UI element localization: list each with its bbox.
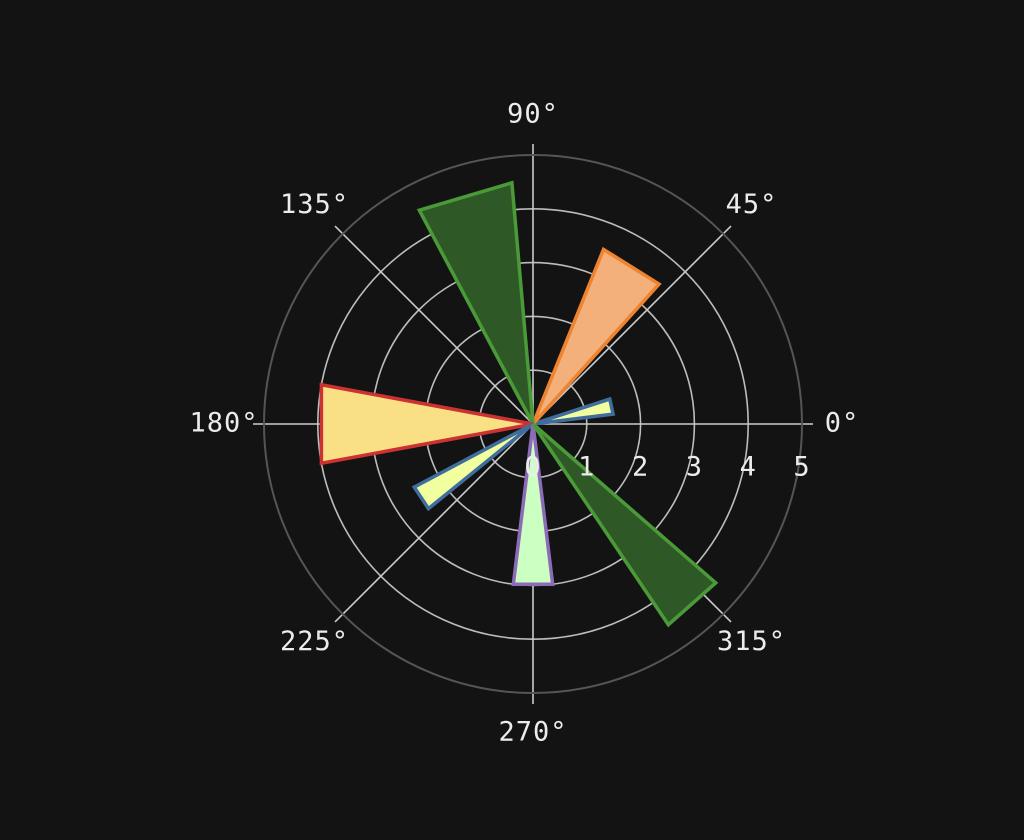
outer-ring — [263, 154, 803, 694]
bar-2 — [416, 180, 535, 425]
angle-tick-labels: 0° 45° 90° 135° 180° 225° 270° 315° — [189, 99, 860, 748]
bar-4 — [411, 422, 535, 512]
spoke-135 — [334, 225, 534, 425]
outer-circle — [263, 154, 803, 694]
radial-tick-label-1: 1 — [578, 452, 595, 483]
radial-tick-label-0: 0 — [524, 452, 541, 483]
angle-tick-label-315: 315° — [717, 626, 786, 657]
radial-tick-labels: 0 1 2 3 4 5 — [524, 452, 810, 483]
angle-tick-label-270: 270° — [498, 717, 567, 748]
bar-3 — [319, 382, 534, 466]
radial-tick-label-4: 4 — [740, 452, 757, 483]
bar-5 — [511, 423, 555, 586]
bar-1 — [531, 246, 662, 426]
radial-tick-label-2: 2 — [632, 452, 649, 483]
bar-0 — [532, 396, 616, 426]
bars — [319, 180, 719, 628]
spoke-225 — [334, 423, 534, 623]
spoke-45 — [532, 225, 732, 425]
bar-6 — [531, 422, 719, 628]
angle-tick-label-180: 180° — [189, 408, 258, 439]
radial-tick-label-3: 3 — [686, 452, 703, 483]
angle-tick-label-45: 45° — [726, 189, 778, 220]
angle-tick-label-225: 225° — [280, 626, 349, 657]
radial-tick-label-5: 5 — [793, 452, 810, 483]
angle-tick-label-90: 90° — [507, 99, 559, 130]
angle-tick-label-135: 135° — [280, 189, 349, 220]
angle-tick-label-0: 0° — [825, 408, 860, 439]
